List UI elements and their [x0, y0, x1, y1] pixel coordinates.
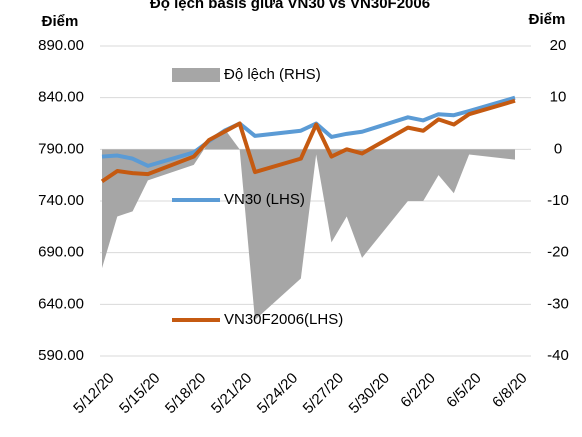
y2-tick-label: 10: [550, 89, 567, 106]
legend-label: Độ lệch (RHS): [224, 66, 321, 83]
y2-tick-label: 20: [550, 37, 567, 54]
y2-axis-label: Điểm: [529, 11, 566, 28]
y-tick-label: 590.00: [38, 347, 84, 364]
area: [102, 128, 515, 320]
y2-tick-label: -30: [547, 295, 569, 312]
x-tick-label: 6/5/20: [443, 370, 485, 412]
y-tick-label: 840.00: [38, 89, 84, 106]
x-tick-label: 6/8/20: [489, 370, 531, 412]
y2-tick-label: -10: [547, 192, 569, 209]
x-tick-label: 6/2/20: [397, 370, 439, 412]
x-tick-label: 5/27/20: [300, 370, 347, 417]
y-tick-label: 690.00: [38, 244, 84, 261]
line: [101, 95, 516, 168]
x-tick-label: 5/18/20: [162, 370, 209, 417]
chart-title: Độ lệch basis giữa VN30 vs VN30F2006: [150, 0, 430, 12]
legend-label: VN30 (LHS): [224, 191, 305, 208]
y-axis-label: Điểm: [42, 13, 79, 30]
line: [100, 98, 516, 184]
y2-tick-label: -20: [547, 244, 569, 261]
y-tick-label: 790.00: [38, 140, 84, 157]
y2-tick-label: 0: [554, 140, 562, 157]
y2-tick-label: -40: [547, 347, 569, 364]
legend-label: VN30F2006(LHS): [224, 311, 343, 328]
x-tick-label: 5/12/20: [70, 370, 117, 417]
y-tick-label: 640.00: [38, 295, 84, 312]
x-tick-label: 5/21/20: [208, 370, 255, 417]
y-tick-label: 890.00: [38, 37, 84, 54]
x-tick-label: 5/15/20: [116, 370, 163, 417]
x-tick-label: 5/30/20: [346, 370, 393, 417]
x-tick-label: 5/24/20: [254, 370, 301, 417]
y-tick-label: 740.00: [38, 192, 84, 209]
legend-swatch: [172, 68, 220, 82]
